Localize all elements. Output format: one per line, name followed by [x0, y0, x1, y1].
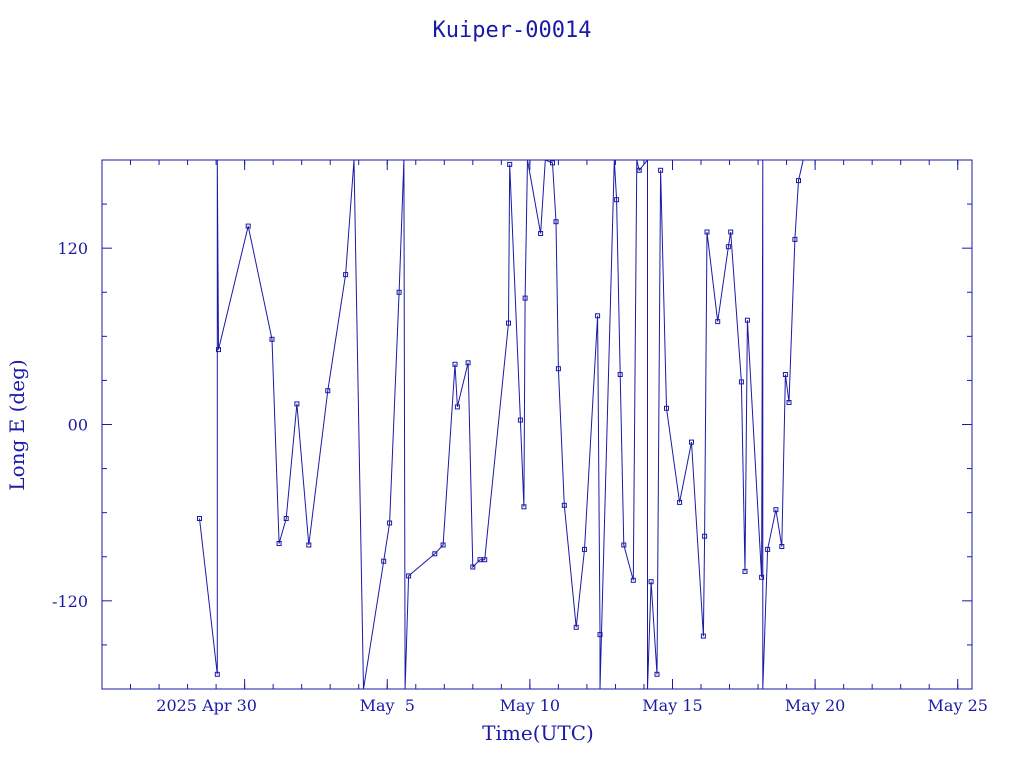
- axis-ticks: [102, 160, 972, 689]
- data-point: [432, 551, 438, 557]
- x-tick-label: May 25: [928, 696, 988, 715]
- data-point: [470, 564, 476, 570]
- series-layer: [197, 160, 804, 689]
- data-point: [325, 388, 331, 394]
- data-point: [654, 671, 660, 677]
- data-point: [553, 219, 559, 225]
- series-line: [199, 160, 804, 689]
- data-point: [782, 372, 788, 377]
- data-point: [550, 160, 555, 166]
- data-point: [765, 546, 771, 552]
- data-point: [214, 671, 220, 677]
- data-point: [521, 504, 527, 510]
- data-point: [744, 317, 750, 323]
- data-point: [725, 244, 731, 250]
- data-point: [555, 366, 561, 372]
- data-point: [614, 197, 620, 203]
- x-tick-label: May 10: [500, 696, 560, 715]
- data-point: [792, 236, 798, 242]
- data-point: [759, 574, 765, 580]
- data-point: [517, 417, 523, 423]
- data-point: [582, 546, 587, 552]
- data-point: [677, 499, 683, 505]
- data-point: [704, 229, 710, 235]
- data-point: [506, 320, 511, 326]
- y-tick-label: -120: [52, 592, 88, 611]
- data-point: [452, 361, 458, 367]
- data-point: [573, 624, 579, 630]
- data-point: [636, 167, 642, 173]
- data-point: [561, 502, 567, 508]
- data-point: [702, 533, 708, 539]
- data-point: [742, 568, 748, 574]
- x-tick-labels: 2025 Apr 30 May 5 May 10 May 15 May 20 May 25: [156, 696, 988, 715]
- data-point: [538, 231, 544, 236]
- data-point: [597, 632, 603, 638]
- y-tick-label: 00: [68, 416, 88, 435]
- x-tick-label: May 20: [785, 696, 845, 715]
- data-point: [738, 379, 744, 385]
- data-point: [343, 272, 349, 278]
- data-point: [269, 336, 275, 342]
- data-point: [381, 558, 387, 564]
- data-point: [796, 178, 801, 184]
- data-point: [522, 295, 528, 301]
- data-point: [294, 401, 300, 407]
- data-point: [664, 405, 669, 411]
- chart-title: Kuiper-00014: [433, 18, 592, 43]
- data-point: [387, 520, 393, 526]
- data-point: [216, 347, 221, 353]
- data-point: [440, 542, 446, 548]
- data-point: [245, 223, 251, 229]
- data-point: [406, 573, 412, 579]
- x-tick-label: May 15: [642, 696, 702, 715]
- x-axis-label: Time(UTC): [482, 721, 594, 745]
- x-tick-label: May 5: [360, 696, 415, 715]
- data-point: [621, 542, 627, 548]
- data-point: [482, 557, 488, 563]
- data-point: [396, 289, 402, 295]
- data-point: [773, 507, 779, 513]
- data-point: [306, 542, 312, 548]
- data-point: [197, 516, 202, 521]
- data-point: [779, 544, 785, 549]
- data-point: [507, 161, 513, 167]
- data-point: [617, 372, 623, 377]
- data-point: [715, 319, 721, 325]
- data-point: [630, 577, 636, 583]
- y-axis-label: Long E (deg): [5, 359, 29, 490]
- data-point: [283, 516, 289, 521]
- y-tick-labels: 120 00 -120: [52, 239, 88, 611]
- data-point: [689, 439, 694, 445]
- data-point: [700, 633, 706, 639]
- x-tick-label: 2025 Apr 30: [156, 696, 257, 715]
- data-point: [728, 229, 734, 235]
- data-point: [276, 541, 282, 546]
- data-point: [786, 400, 792, 405]
- data-point: [454, 404, 460, 410]
- data-point: [465, 360, 471, 366]
- data-point: [595, 313, 601, 319]
- data-point: [477, 557, 483, 563]
- y-tick-label: 120: [57, 239, 88, 258]
- data-point: [658, 167, 664, 173]
- data-point: [648, 579, 654, 585]
- plot-frame: [101, 159, 973, 690]
